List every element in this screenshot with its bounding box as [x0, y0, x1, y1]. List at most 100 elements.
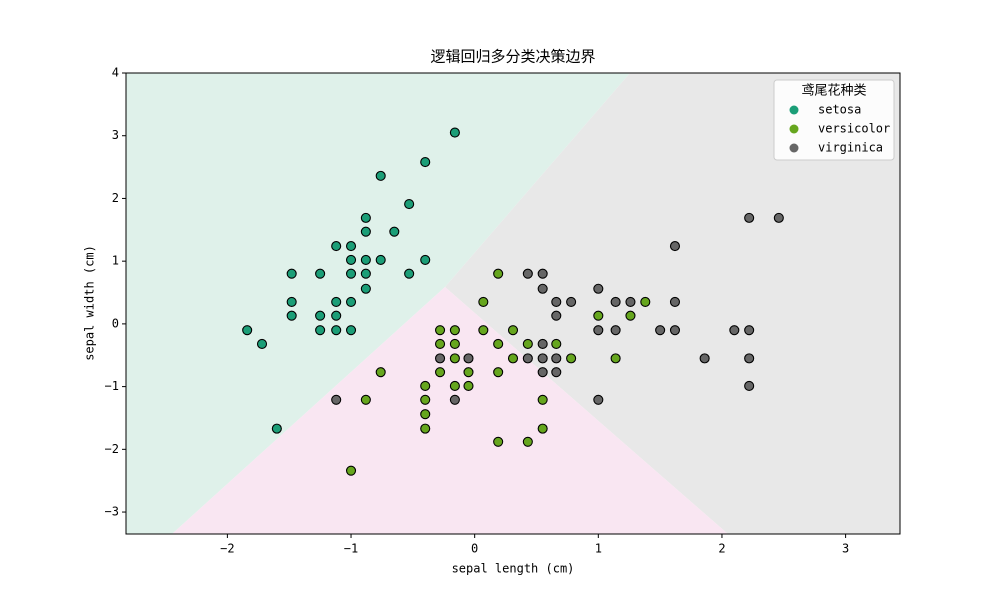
- point: [478, 296, 489, 307]
- y-tick-label: 2: [112, 191, 119, 205]
- point: [493, 436, 504, 447]
- x-tick-label: 2: [718, 542, 725, 556]
- legend-marker: [789, 124, 799, 134]
- point: [420, 423, 431, 434]
- point: [537, 394, 548, 405]
- point: [551, 353, 562, 364]
- legend-title: 鸢尾花种类: [801, 83, 866, 99]
- x-tick-label: −2: [220, 542, 234, 556]
- region-setosa: [126, 73, 630, 534]
- point: [345, 296, 357, 307]
- point: [286, 268, 297, 279]
- point: [449, 380, 460, 392]
- point: [345, 268, 357, 279]
- point: [463, 353, 474, 364]
- point: [463, 367, 474, 378]
- point: [699, 353, 710, 364]
- point: [493, 338, 504, 350]
- point: [315, 310, 326, 321]
- point: [404, 268, 415, 279]
- point: [345, 254, 357, 265]
- y-tick-label: 3: [112, 128, 119, 142]
- point: [551, 367, 562, 378]
- point: [625, 310, 636, 321]
- point: [744, 325, 755, 336]
- point: [435, 353, 446, 364]
- point: [551, 296, 562, 307]
- point: [551, 310, 562, 321]
- point: [375, 254, 386, 265]
- point: [360, 268, 371, 279]
- legend-marker: [789, 105, 799, 115]
- y-tick-label: 4: [112, 66, 119, 80]
- y-tick-label: −1: [105, 379, 119, 393]
- point: [435, 367, 446, 378]
- point: [435, 325, 446, 336]
- point: [331, 394, 342, 405]
- point: [286, 296, 297, 307]
- point: [331, 310, 342, 321]
- point: [493, 268, 504, 279]
- y-tick-label: 1: [112, 254, 119, 268]
- point: [389, 226, 400, 237]
- point: [345, 325, 357, 336]
- point: [593, 310, 604, 321]
- point: [593, 394, 604, 405]
- point: [522, 436, 533, 447]
- point: [435, 338, 446, 350]
- point: [345, 241, 357, 252]
- point: [271, 423, 282, 434]
- point: [375, 367, 386, 378]
- legend-label: setosa: [818, 103, 861, 117]
- y-axis-label: sepal width (cm): [83, 245, 97, 361]
- point: [449, 338, 460, 350]
- point: [345, 465, 357, 476]
- point: [242, 325, 253, 336]
- point: [537, 268, 548, 279]
- point: [593, 283, 604, 294]
- point: [375, 170, 386, 181]
- x-tick-label: 0: [471, 542, 478, 556]
- point: [256, 338, 268, 350]
- point: [729, 325, 740, 336]
- y-tick-label: −2: [105, 442, 119, 456]
- point: [566, 353, 577, 364]
- point: [744, 212, 755, 223]
- point: [360, 283, 371, 294]
- point: [537, 423, 548, 434]
- legend-label: versicolor: [818, 122, 890, 136]
- y-tick-label: −3: [105, 505, 119, 519]
- point: [478, 325, 489, 336]
- point: [507, 353, 519, 364]
- plot-frame: [125, 72, 901, 535]
- point: [449, 325, 460, 336]
- point: [360, 254, 371, 265]
- point: [449, 127, 460, 138]
- point: [420, 380, 431, 392]
- point: [331, 325, 342, 336]
- point: [420, 254, 431, 265]
- point: [331, 296, 342, 307]
- point: [286, 310, 297, 321]
- point: [507, 325, 519, 336]
- point: [463, 380, 474, 392]
- point: [449, 353, 460, 364]
- point: [625, 296, 636, 307]
- point: [744, 380, 755, 392]
- x-tick-label: 3: [842, 542, 849, 556]
- point: [669, 241, 681, 252]
- point: [420, 394, 431, 405]
- point: [610, 325, 621, 336]
- point: [360, 226, 371, 237]
- legend-marker: [789, 143, 799, 153]
- x-tick-label: 1: [595, 542, 602, 556]
- point: [773, 212, 784, 223]
- region-versicolor: [172, 287, 728, 534]
- x-tick-label: −1: [344, 542, 358, 556]
- point: [593, 325, 604, 336]
- point: [360, 394, 371, 405]
- point: [537, 353, 548, 364]
- point: [404, 199, 415, 210]
- point: [610, 296, 621, 307]
